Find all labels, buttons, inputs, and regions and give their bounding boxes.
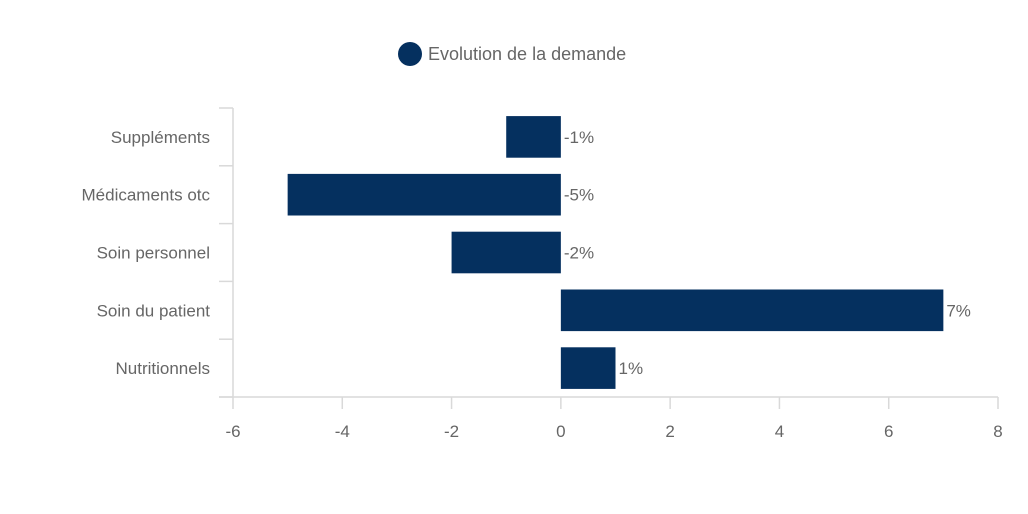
data-label: -2% xyxy=(564,244,594,263)
x-tick-label: 6 xyxy=(884,422,893,441)
legend-marker xyxy=(398,42,422,66)
x-tick-label: 0 xyxy=(556,422,565,441)
data-label: 7% xyxy=(946,301,971,320)
x-tick-label: 8 xyxy=(993,422,1002,441)
bar xyxy=(506,116,561,158)
labels: -6 -4 -2 0 2 4 6 8 Suppléments -1% Médicaments otc… xyxy=(82,128,1003,441)
bar xyxy=(560,347,616,389)
category-label: Suppléments xyxy=(111,128,210,147)
x-tick-label: -6 xyxy=(225,422,240,441)
x-tick-label: -2 xyxy=(444,422,459,441)
x-tick-label: 2 xyxy=(665,422,674,441)
data-label: -5% xyxy=(564,186,594,205)
data-label: 1% xyxy=(619,359,644,378)
bar xyxy=(560,289,944,332)
category-label: Soin du patient xyxy=(97,301,211,320)
bar xyxy=(451,231,561,274)
legend-label: Evolution de la demande xyxy=(428,44,626,64)
axes xyxy=(219,107,999,409)
category-label: Soin personnel xyxy=(97,244,210,263)
bars xyxy=(287,116,944,389)
x-tick-label: -4 xyxy=(335,422,350,441)
bar xyxy=(287,173,561,216)
x-tick-label: 4 xyxy=(775,422,784,441)
category-label: Médicaments otc xyxy=(82,186,211,205)
data-label: -1% xyxy=(564,128,594,147)
category-label: Nutritionnels xyxy=(116,359,211,378)
legend[interactable]: Evolution de la demande xyxy=(398,42,626,66)
